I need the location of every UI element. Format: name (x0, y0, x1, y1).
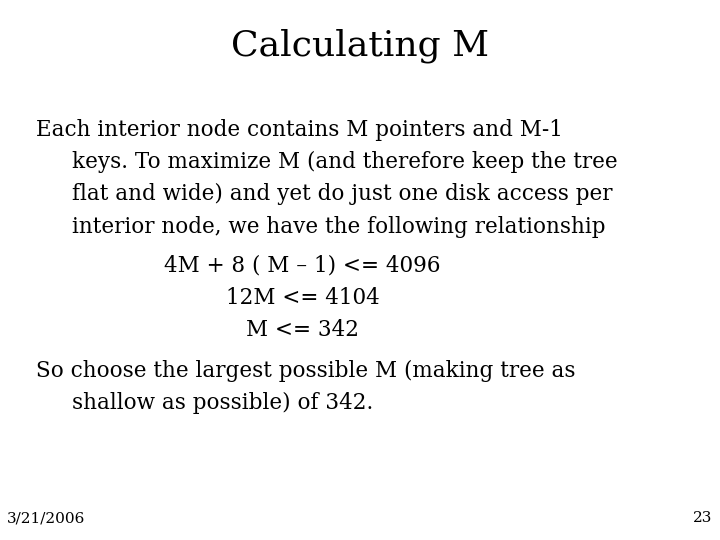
Text: 23: 23 (693, 511, 713, 525)
Text: 3/21/2006: 3/21/2006 (7, 511, 86, 525)
Text: 4M + 8 ( M – 1) <= 4096: 4M + 8 ( M – 1) <= 4096 (164, 255, 441, 276)
Text: So choose the largest possible M (making tree as: So choose the largest possible M (making… (36, 360, 575, 382)
Text: flat and wide) and yet do just one disk access per: flat and wide) and yet do just one disk … (72, 184, 613, 205)
Text: interior node, we have the following relationship: interior node, we have the following rel… (72, 216, 606, 238)
Text: M <= 342: M <= 342 (246, 320, 359, 341)
Text: Calculating M: Calculating M (231, 29, 489, 63)
Text: 12M <= 4104: 12M <= 4104 (225, 287, 379, 309)
Text: shallow as possible) of 342.: shallow as possible) of 342. (72, 393, 373, 414)
Text: keys. To maximize M (and therefore keep the tree: keys. To maximize M (and therefore keep … (72, 151, 618, 173)
Text: Each interior node contains M pointers and M-1: Each interior node contains M pointers a… (36, 119, 563, 140)
